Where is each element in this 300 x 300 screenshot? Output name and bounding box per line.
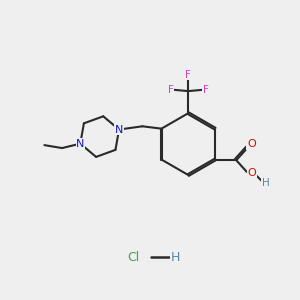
- Text: H: H: [170, 251, 180, 264]
- Text: H: H: [262, 178, 270, 188]
- Text: O: O: [247, 139, 256, 149]
- Text: O: O: [248, 168, 256, 178]
- Text: N: N: [115, 124, 123, 135]
- Text: F: F: [168, 85, 173, 94]
- Text: Cl: Cl: [128, 251, 140, 264]
- Text: F: F: [185, 70, 191, 80]
- Text: F: F: [203, 85, 209, 94]
- Text: N: N: [76, 139, 85, 149]
